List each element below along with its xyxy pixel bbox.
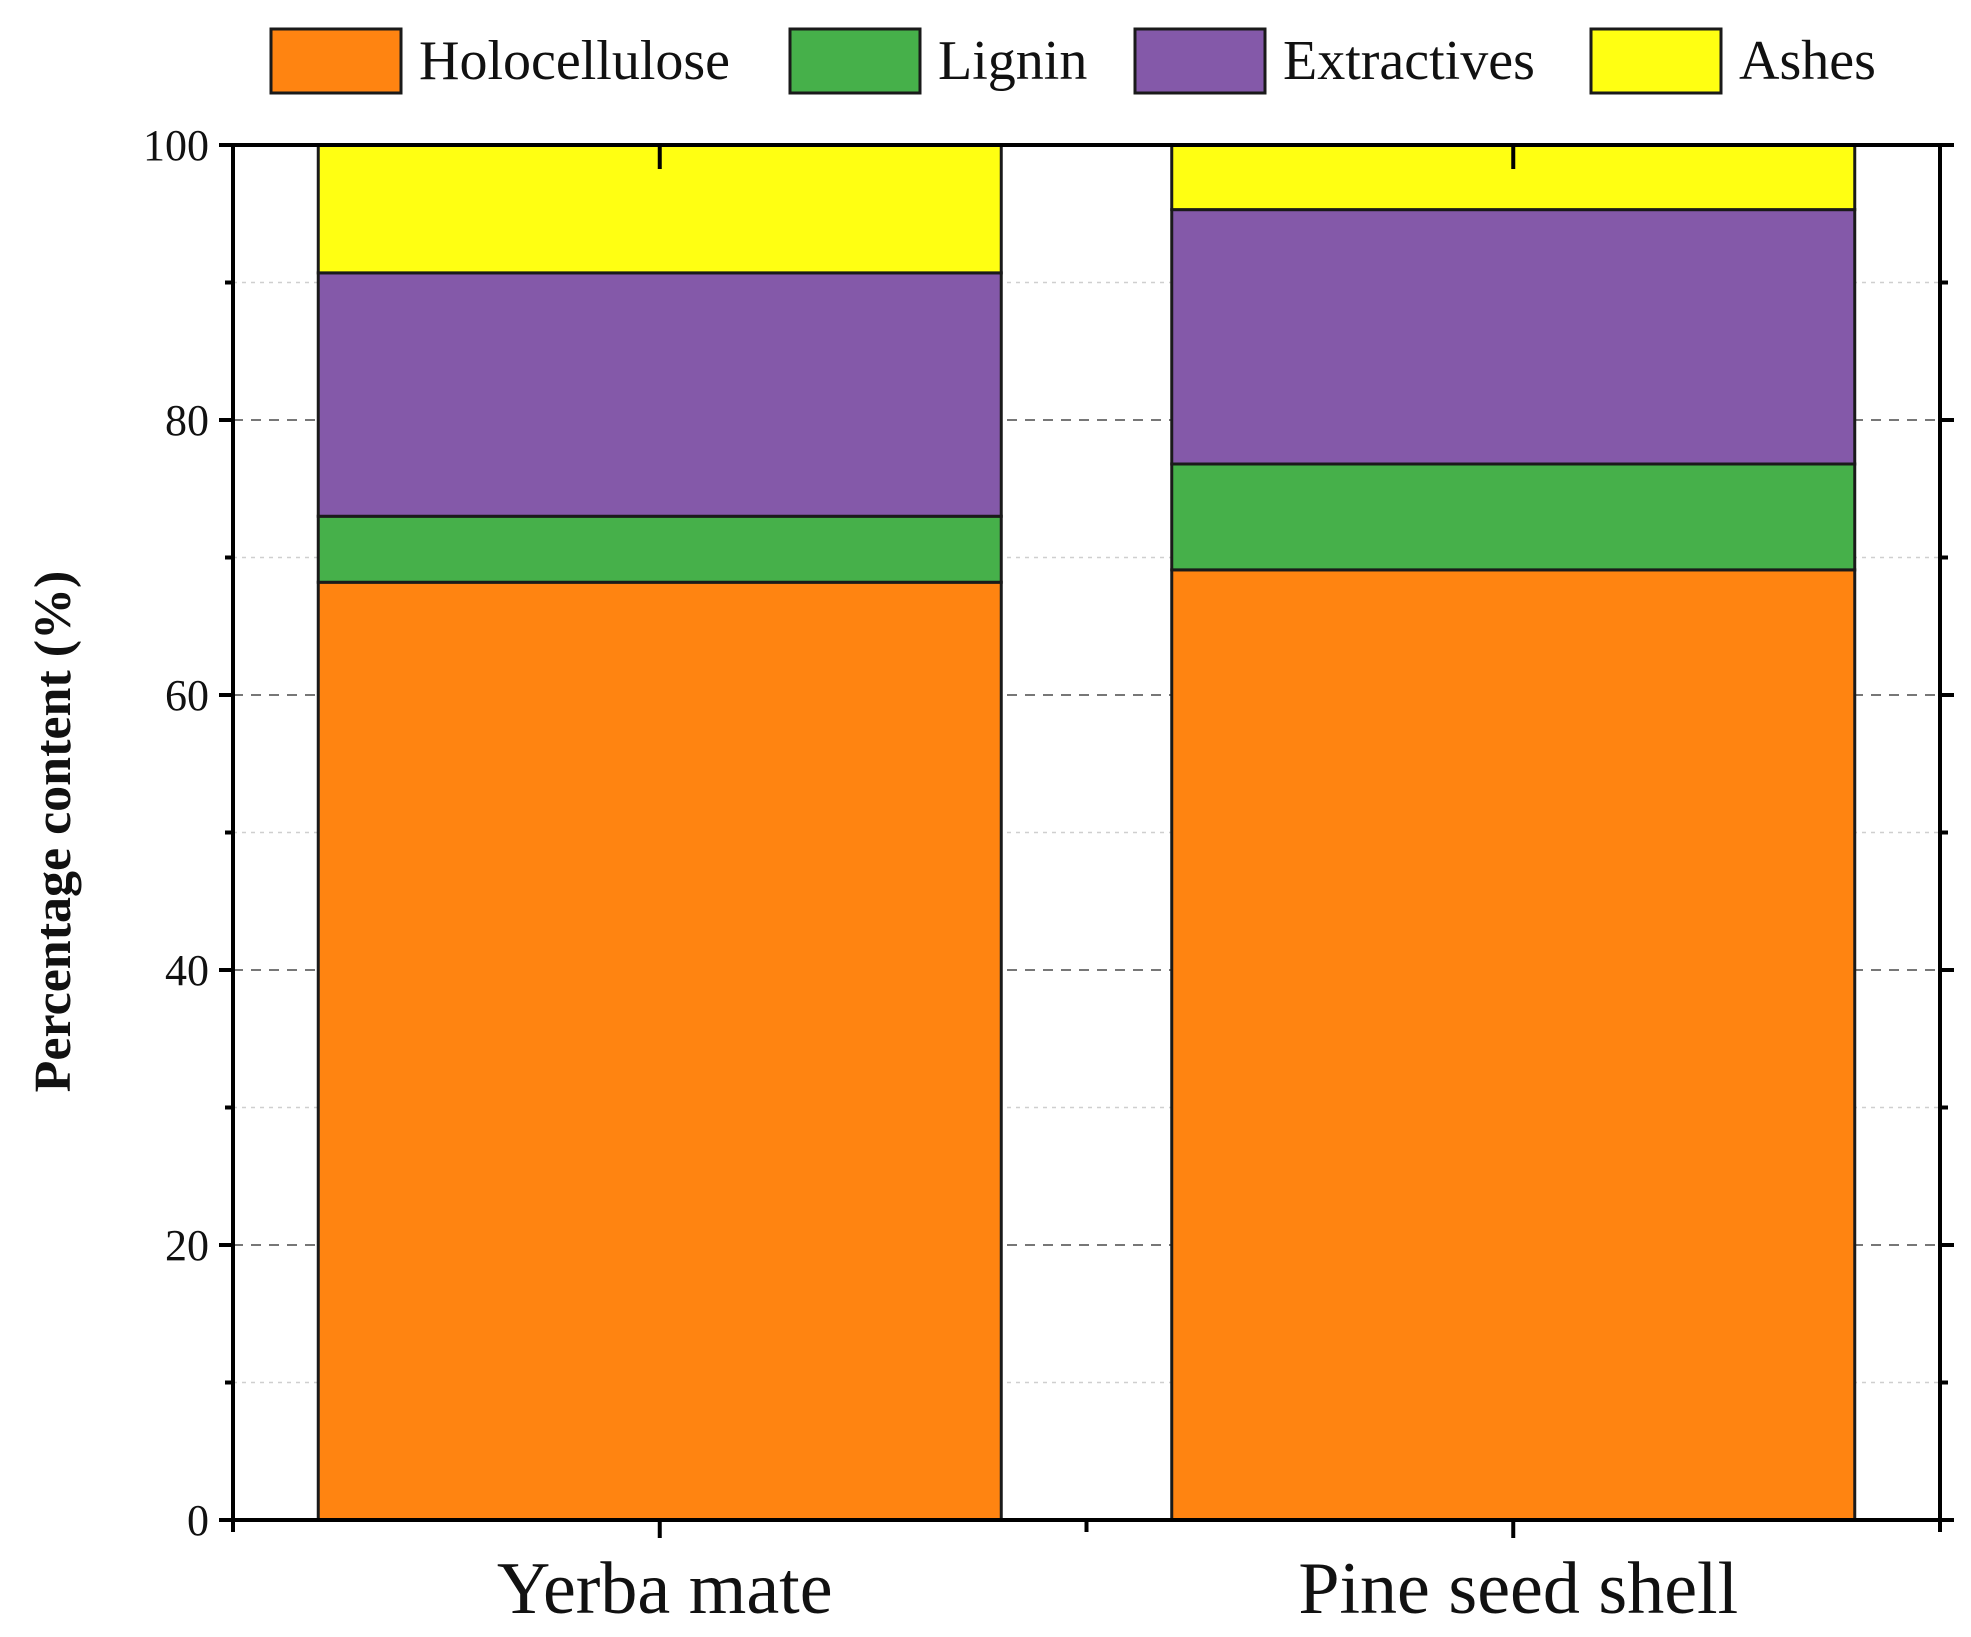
bar-segment-extractives-yerba-mate bbox=[316, 271, 1003, 518]
axis-labels: 0 20 40 60 80 100 Yerba mate Pine seed shell bbox=[143, 121, 1738, 1630]
legend-swatch-lignin bbox=[788, 27, 922, 95]
y-tick-label: 80 bbox=[165, 396, 209, 445]
legend-label-lignin: Lignin bbox=[938, 30, 1087, 92]
bar-segment-lignin-pine-seed-shell bbox=[1170, 462, 1857, 572]
y-axis-title: Percentage content (%) bbox=[25, 571, 82, 1093]
y-tick-label: 0 bbox=[187, 1496, 209, 1545]
legend-swatch-ashes bbox=[1589, 27, 1723, 95]
x-category-label: Yerba mate bbox=[497, 1548, 833, 1630]
legend-label-ashes: Ashes bbox=[1739, 30, 1876, 92]
legend-swatch-extractives bbox=[1133, 27, 1267, 95]
bar-segment-lignin-yerba-mate bbox=[316, 514, 1003, 584]
legend-label-holocellulose: Holocellulose bbox=[419, 30, 730, 92]
bar-segment-extractives-pine-seed-shell bbox=[1170, 208, 1857, 466]
legend-label-extractives: Extractives bbox=[1283, 30, 1535, 92]
y-tick-label: 40 bbox=[165, 946, 209, 995]
y-tick-label: 60 bbox=[165, 671, 209, 720]
bars bbox=[316, 143, 1857, 1522]
y-tick-label: 20 bbox=[165, 1221, 209, 1270]
bar-segment-holocellulose-yerba-mate bbox=[316, 580, 1003, 1522]
legend-swatch-holocellulose bbox=[269, 27, 403, 95]
y-tick-label: 100 bbox=[143, 121, 209, 170]
axes bbox=[219, 143, 1954, 1538]
legend: Holocellulose Lignin Extractives Ashes bbox=[269, 27, 1876, 95]
bar-segment-holocellulose-pine-seed-shell bbox=[1170, 568, 1857, 1522]
x-category-label: Pine seed shell bbox=[1298, 1548, 1738, 1630]
